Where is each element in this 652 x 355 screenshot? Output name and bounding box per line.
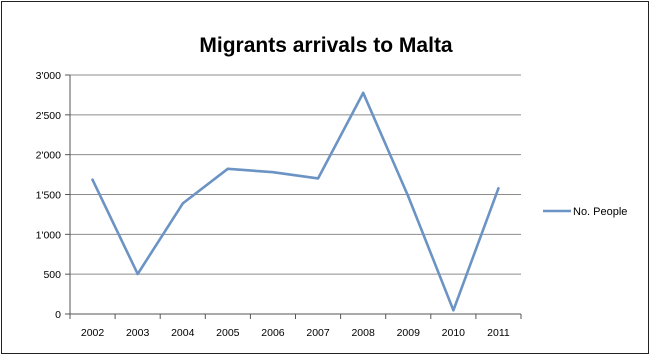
y-tick-label: 2'500 xyxy=(36,110,62,122)
x-tick-label: 2002 xyxy=(81,327,105,339)
y-tick-label: 3'000 xyxy=(36,70,62,82)
series-line xyxy=(91,91,500,312)
y-tick-label: 1'000 xyxy=(36,229,62,241)
data-point xyxy=(181,202,184,205)
data-point xyxy=(361,91,365,95)
x-tick-label: 2007 xyxy=(306,327,330,339)
x-tick-label: 2005 xyxy=(216,327,240,339)
legend-label: No. People xyxy=(573,206,627,218)
x-tick-label: 2009 xyxy=(397,327,421,339)
x-tick-label: 2004 xyxy=(171,327,195,339)
data-point xyxy=(497,187,500,190)
x-tick-label: 2008 xyxy=(351,327,375,339)
data-point xyxy=(407,195,410,198)
data-point xyxy=(316,177,320,180)
data-point xyxy=(271,170,275,174)
y-tick-label: 2'000 xyxy=(36,150,62,162)
x-tick-label: 2003 xyxy=(126,327,150,339)
data-point xyxy=(91,178,94,181)
x-tick-label: 2010 xyxy=(442,327,466,339)
y-tick-label: 1'500 xyxy=(36,190,62,202)
x-tick-label: 2011 xyxy=(487,327,510,339)
y-tick-label: 500 xyxy=(43,269,61,281)
data-point xyxy=(226,167,230,171)
chart-title: Migrants arrivals to Malta xyxy=(199,34,453,57)
data-point xyxy=(136,272,139,276)
x-tick-label: 2006 xyxy=(261,327,285,339)
y-tick-label: 0 xyxy=(55,309,61,321)
data-point xyxy=(452,309,455,312)
